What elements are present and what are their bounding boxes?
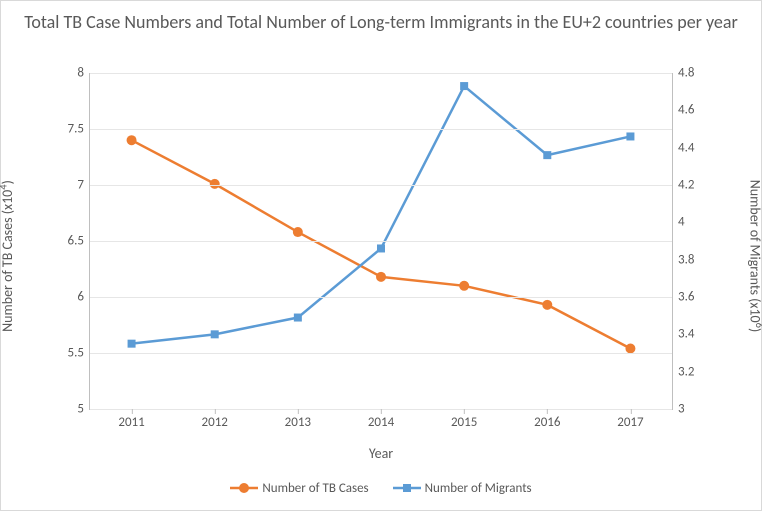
series-line <box>132 140 631 348</box>
y-left-tick: 6.5 <box>68 234 90 249</box>
chart-container: Total TB Case Numbers and Total Number o… <box>0 0 762 511</box>
series-line <box>132 86 631 344</box>
y-left-tick: 7 <box>77 178 90 193</box>
y-left-tick: 5 <box>77 402 90 417</box>
x-tick: 2012 <box>202 409 228 430</box>
series-marker <box>127 135 137 145</box>
y-right-tick: 4.8 <box>672 66 694 81</box>
series-marker <box>543 151 551 159</box>
gridline <box>90 73 672 74</box>
plot-area: 55.566.577.5833.23.43.63.844.24.44.64.82… <box>89 73 673 410</box>
legend-item: Number of TB Cases <box>230 481 368 496</box>
x-tick: 2014 <box>368 409 394 430</box>
y-right-tick: 3.4 <box>672 327 694 342</box>
series-marker <box>128 340 136 348</box>
y-left-tick: 8 <box>77 66 90 81</box>
x-tick: 2015 <box>451 409 477 430</box>
x-tick: 2013 <box>285 409 311 430</box>
series-marker <box>626 132 634 140</box>
chart-legend: Number of TB Cases Number of Migrants <box>1 481 761 499</box>
y-right-tick: 3 <box>672 402 685 417</box>
y-right-tick: 4 <box>672 215 685 230</box>
y-right-tick: 3.2 <box>672 364 694 379</box>
legend-item: Number of Migrants <box>393 481 532 496</box>
gridline <box>90 129 672 130</box>
x-tick: 2017 <box>617 409 643 430</box>
legend-label: Number of Migrants <box>425 481 532 496</box>
y-left-tick: 6 <box>77 290 90 305</box>
gridline <box>90 353 672 354</box>
series-marker <box>460 82 468 90</box>
y-right-tick: 3.6 <box>672 290 694 305</box>
legend-swatch-icon <box>230 482 258 494</box>
x-tick: 2011 <box>118 409 144 430</box>
y-right-axis-label: Number of Migrants (x106) <box>746 179 762 331</box>
x-tick: 2016 <box>534 409 560 430</box>
y-right-tick: 4.2 <box>672 178 694 193</box>
y-left-tick: 7.5 <box>68 122 90 137</box>
series-marker <box>210 179 220 189</box>
y-right-tick: 3.8 <box>672 252 694 267</box>
y-right-tick: 4.4 <box>672 140 694 155</box>
series-marker <box>377 244 385 252</box>
series-marker <box>293 227 303 237</box>
gridline <box>90 241 672 242</box>
series-marker <box>376 272 386 282</box>
series-marker <box>542 300 552 310</box>
legend-swatch-icon <box>393 482 421 494</box>
chart-title: Total TB Case Numbers and Total Number o… <box>1 11 761 34</box>
y-left-tick: 5.5 <box>68 346 90 361</box>
series-marker <box>459 281 469 291</box>
series-marker <box>211 330 219 338</box>
y-left-axis-label: Number of TB Cases (x104) <box>0 180 16 332</box>
series-marker <box>294 314 302 322</box>
x-axis-label: Year <box>1 445 761 462</box>
legend-label: Number of TB Cases <box>262 481 368 496</box>
y-right-tick: 4.6 <box>672 103 694 118</box>
gridline <box>90 185 672 186</box>
gridline <box>90 297 672 298</box>
